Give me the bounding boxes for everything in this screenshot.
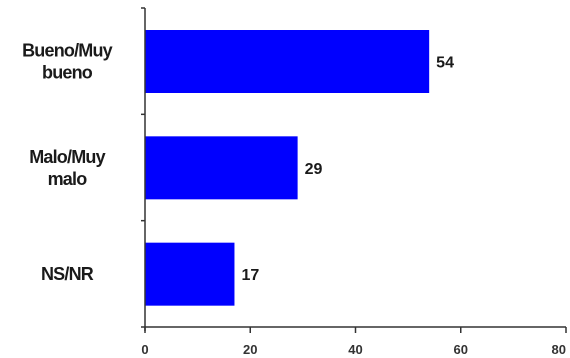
category-label-0: Bueno/Muy bueno (22, 41, 113, 83)
category-labels: Bueno/Muy bueno Malo/Muy malo NS/NR (22, 41, 113, 285)
data-label-1: 29 (305, 161, 323, 178)
x-tick-label-4: 80 (552, 342, 566, 357)
bar-1 (145, 136, 298, 200)
bar-2 (145, 242, 235, 306)
x-tick-label-2: 40 (348, 342, 362, 357)
bar-0 (145, 30, 430, 93)
bars-group (145, 30, 430, 306)
x-tick-label-3: 60 (454, 342, 468, 357)
x-ticks: 0 20 40 60 80 (141, 327, 567, 357)
x-tick-label-0: 0 (141, 342, 148, 357)
value-labels: 54 29 17 (241, 55, 454, 285)
x-tick-label-1: 20 (243, 342, 257, 357)
data-label-0: 54 (436, 55, 454, 72)
category-label-1: Malo/Muy malo (29, 147, 105, 189)
category-label-2: NS/NR (41, 264, 94, 284)
data-label-2: 17 (241, 267, 259, 284)
